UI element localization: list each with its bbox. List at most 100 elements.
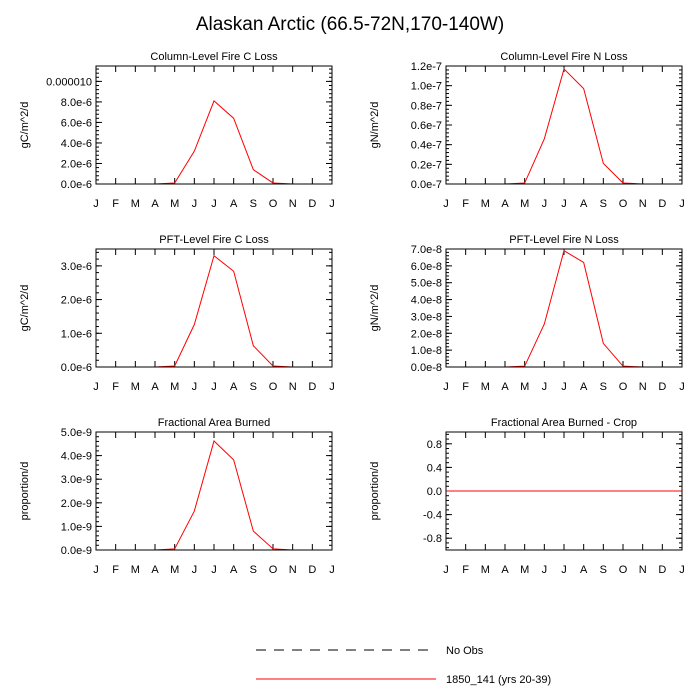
x-tick-label: A bbox=[230, 381, 238, 393]
series-line bbox=[96, 100, 332, 185]
x-tick-label: S bbox=[600, 381, 607, 393]
chart-panel-6: Fractional Area Burned - Crop proportion/… bbox=[369, 417, 685, 576]
chart-panel-4: PFT-Level Fire N Loss gN/m^2/d 0.0e-8 1.0e-… bbox=[369, 234, 685, 393]
chart-title: PFT-Level Fire C Loss bbox=[159, 234, 269, 246]
x-tick-label: F bbox=[462, 381, 469, 393]
y-tick-label: 5.0e-9 bbox=[61, 427, 92, 439]
chart-title: Column-Level Fire C Loss bbox=[150, 51, 278, 63]
x-tick-label: J bbox=[329, 564, 335, 576]
x-tick-label: J bbox=[443, 198, 449, 210]
chart-title: Fractional Area Burned bbox=[158, 417, 271, 429]
x-tick-label: N bbox=[289, 198, 297, 210]
x-tick-label: F bbox=[462, 198, 469, 210]
y-tick-label: 0.8e-7 bbox=[411, 100, 442, 112]
x-tick-label: O bbox=[269, 198, 278, 210]
series-line bbox=[96, 254, 332, 368]
x-tick-label: A bbox=[501, 564, 509, 576]
y-axis-label: proportion/d bbox=[19, 462, 31, 521]
x-tick-label: A bbox=[501, 198, 509, 210]
x-tick-label: J bbox=[542, 564, 548, 576]
y-tick-label: 1.0e-9 bbox=[61, 521, 92, 533]
x-tick-label: A bbox=[151, 381, 159, 393]
x-tick-label: O bbox=[269, 564, 278, 576]
x-tick-label: A bbox=[230, 198, 238, 210]
series-line bbox=[446, 67, 682, 185]
y-tick-label: 4.0e-9 bbox=[61, 451, 92, 463]
y-tick-label: 0.000010 bbox=[46, 76, 92, 88]
plot-frame bbox=[445, 431, 683, 551]
chart-panel-5: Fractional Area Burned proportion/d 0.0e-9… bbox=[19, 417, 335, 576]
y-tick-label: 2.0e-9 bbox=[61, 498, 92, 510]
x-tick-label: M bbox=[520, 198, 529, 210]
x-tick-label: J bbox=[561, 564, 567, 576]
x-tick-label: M bbox=[131, 198, 140, 210]
x-tick-label: J bbox=[679, 564, 685, 576]
x-tick-label: J bbox=[561, 381, 567, 393]
x-tick-label: N bbox=[639, 564, 647, 576]
x-tick-label: S bbox=[600, 198, 607, 210]
x-tick-label: F bbox=[112, 381, 119, 393]
y-tick-label: 6.0e-6 bbox=[61, 117, 92, 129]
x-tick-label: J bbox=[192, 381, 198, 393]
x-tick-label: A bbox=[151, 198, 159, 210]
x-tick-label: M bbox=[131, 564, 140, 576]
x-tick-label: M bbox=[520, 564, 529, 576]
x-tick-label: D bbox=[658, 198, 666, 210]
x-tick-label: J bbox=[443, 564, 449, 576]
y-tick-label: 1.0e-7 bbox=[411, 81, 442, 93]
x-tick-label: J bbox=[329, 381, 335, 393]
x-tick-label: M bbox=[170, 198, 179, 210]
chart-title: Fractional Area Burned - Crop bbox=[491, 417, 637, 429]
x-tick-label: A bbox=[151, 564, 159, 576]
x-tick-label: O bbox=[619, 381, 628, 393]
x-tick-label: J bbox=[93, 198, 99, 210]
x-tick-label: O bbox=[619, 198, 628, 210]
y-tick-label: 0.0e-7 bbox=[411, 179, 442, 191]
x-tick-label: J bbox=[679, 198, 685, 210]
series-line bbox=[96, 440, 332, 551]
y-tick-label: -0.8 bbox=[423, 533, 442, 545]
legend-series-label: 1850_141 (yrs 20-39) bbox=[446, 674, 551, 686]
x-tick-label: F bbox=[112, 564, 119, 576]
x-tick-label: F bbox=[462, 564, 469, 576]
y-tick-label: 4.0e-8 bbox=[411, 295, 442, 307]
x-tick-label: M bbox=[481, 564, 490, 576]
y-tick-label: 0.2e-7 bbox=[411, 159, 442, 171]
y-tick-label: 0.8 bbox=[427, 439, 442, 451]
x-tick-label: M bbox=[481, 381, 490, 393]
x-tick-label: D bbox=[308, 564, 316, 576]
x-tick-label: D bbox=[658, 564, 666, 576]
x-tick-label: A bbox=[580, 564, 588, 576]
x-tick-label: J bbox=[443, 381, 449, 393]
chart-title: Column-Level Fire N Loss bbox=[500, 51, 628, 63]
x-tick-label: J bbox=[93, 564, 99, 576]
y-tick-label: 8.0e-6 bbox=[61, 97, 92, 109]
x-tick-label: J bbox=[192, 198, 198, 210]
x-tick-label: J bbox=[192, 564, 198, 576]
chart-panel-3: PFT-Level Fire C Loss gC/m^2/d 0.0e-6 1.0e-… bbox=[19, 234, 335, 393]
x-tick-label: N bbox=[639, 381, 647, 393]
y-tick-label: 2.0e-8 bbox=[411, 328, 442, 340]
series-line bbox=[446, 249, 682, 368]
chart-panel-1: Column-Level Fire C Loss gC/m^2/d 0.0e-6 2.… bbox=[19, 51, 335, 210]
x-tick-label: J bbox=[561, 198, 567, 210]
y-tick-label: 0.0e-8 bbox=[411, 362, 442, 374]
x-tick-label: A bbox=[580, 198, 588, 210]
x-tick-label: S bbox=[600, 564, 607, 576]
y-tick-label: 1.2e-7 bbox=[411, 61, 442, 73]
y-tick-label: 2.0e-6 bbox=[61, 158, 92, 170]
y-axis-label: gN/m^2/d bbox=[369, 285, 381, 332]
legend: No Obs 1850_141 (yrs 20-39) bbox=[256, 645, 551, 686]
x-tick-label: J bbox=[542, 381, 548, 393]
x-tick-label: J bbox=[211, 381, 217, 393]
x-tick-label: M bbox=[520, 381, 529, 393]
y-tick-label: 5.0e-8 bbox=[411, 278, 442, 290]
y-axis-label: gC/m^2/d bbox=[19, 285, 31, 332]
y-tick-label: 3.0e-6 bbox=[61, 261, 92, 273]
x-tick-label: N bbox=[289, 381, 297, 393]
y-axis-label: gC/m^2/d bbox=[19, 102, 31, 149]
y-tick-label: 1.0e-8 bbox=[411, 345, 442, 357]
x-tick-label: M bbox=[481, 198, 490, 210]
y-tick-label: -0.4 bbox=[423, 510, 442, 522]
